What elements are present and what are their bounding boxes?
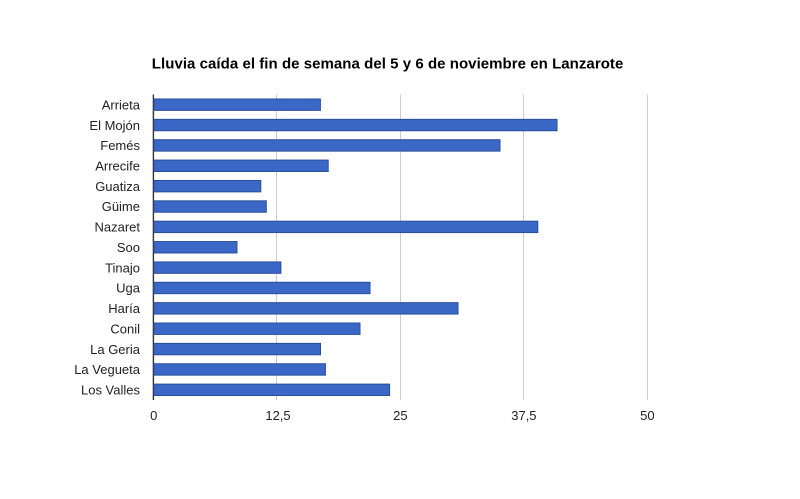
svg-text:Arrecife: Arrecife <box>95 158 140 173</box>
svg-text:Güime: Güime <box>102 199 140 214</box>
svg-text:Nazaret: Nazaret <box>94 220 140 235</box>
svg-text:El Mojón: El Mojón <box>89 118 140 133</box>
svg-text:Conil: Conil <box>110 321 140 336</box>
svg-text:Femés: Femés <box>100 138 140 153</box>
svg-text:Soo: Soo <box>117 240 140 255</box>
svg-text:Tinajo: Tinajo <box>105 260 140 275</box>
svg-text:12,5: 12,5 <box>265 408 290 423</box>
svg-text:Guatiza: Guatiza <box>95 179 141 194</box>
svg-text:37,5: 37,5 <box>511 408 536 423</box>
svg-text:Arrieta: Arrieta <box>102 97 141 112</box>
svg-text:50: 50 <box>640 408 654 423</box>
svg-text:Lluvia caída el fin de semana: Lluvia caída el fin de semana del 5 y 6 … <box>152 55 624 72</box>
svg-text:La Geria: La Geria <box>90 342 141 357</box>
svg-text:Uga: Uga <box>116 281 141 296</box>
svg-text:La Vegueta: La Vegueta <box>74 362 141 377</box>
svg-text:0: 0 <box>150 408 157 423</box>
svg-text:25: 25 <box>393 408 407 423</box>
svg-text:Los Valles: Los Valles <box>81 383 141 398</box>
svg-text:Haría: Haría <box>108 301 141 316</box>
